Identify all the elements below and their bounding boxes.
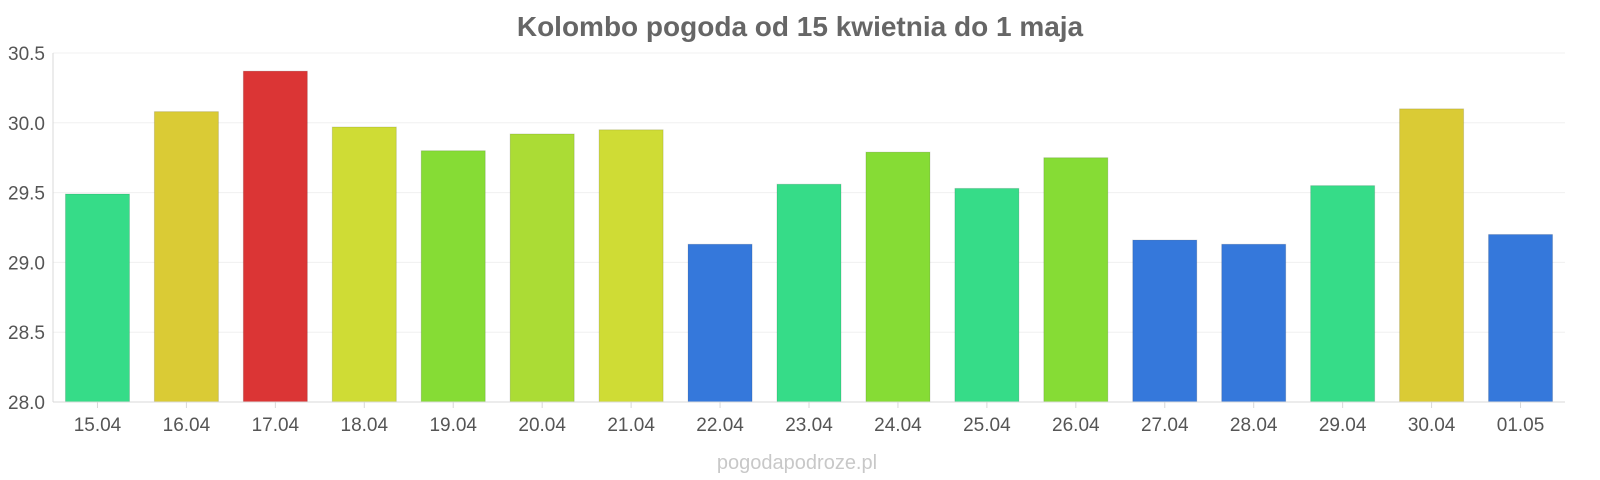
bar-30.04 [1399, 108, 1465, 403]
x-tick-label: 18.04 [341, 415, 389, 436]
bar-19.04 [420, 150, 486, 403]
x-tick-label: 28.04 [1230, 415, 1278, 436]
bar-24.04 [865, 151, 931, 403]
y-tick-label: 30.5 [8, 44, 45, 65]
x-tick-label: 29.04 [1319, 415, 1367, 436]
x-tick-label: 21.04 [607, 415, 655, 436]
x-tick-label: 22.04 [696, 415, 744, 436]
x-tick-label: 15.04 [74, 415, 122, 436]
x-tick-label: 20.04 [518, 415, 566, 436]
bar-29.04 [1310, 185, 1376, 403]
x-tick-label: 16.04 [163, 415, 211, 436]
x-tick-label: 19.04 [429, 415, 477, 436]
bar-16.04 [153, 111, 219, 403]
y-tick-label: 28.0 [8, 393, 45, 414]
bar-01.05 [1488, 233, 1554, 403]
x-tick-label: 26.04 [1052, 415, 1100, 436]
bar-17.04 [242, 70, 308, 403]
chart-title: Kolombo pogoda od 15 kwietnia do 1 maja [517, 11, 1084, 42]
bar-25.04 [954, 187, 1020, 403]
x-tick-label: 25.04 [963, 415, 1011, 436]
x-axis: 15.04 16.04 17.04 18.04 19.04 20.04 21.04 22.04… [53, 401, 1565, 436]
bar-18.04 [331, 126, 397, 403]
y-tick-label: 29.0 [8, 253, 45, 274]
bar-21.04 [598, 129, 664, 403]
x-tick-label: 01.05 [1497, 415, 1545, 436]
bar-20.04 [509, 133, 575, 403]
x-tick-label: 17.04 [252, 415, 300, 436]
bar-23.04 [776, 183, 842, 403]
y-axis: 28.0 28.5 29.0 29.5 30.0 30.5 [8, 44, 54, 414]
x-tick-label: 23.04 [785, 415, 833, 436]
bar-28.04 [1221, 243, 1287, 403]
bars [64, 70, 1554, 403]
bar-27.04 [1132, 239, 1198, 403]
y-tick-label: 28.5 [8, 323, 45, 344]
x-tick-label: 24.04 [874, 415, 922, 436]
x-tick-label: 27.04 [1141, 415, 1189, 436]
watermark: pogodapodroze.pl [717, 452, 877, 474]
bar-15.04 [64, 193, 130, 403]
y-tick-label: 29.5 [8, 184, 45, 205]
bar-22.04 [687, 243, 753, 403]
x-tick-label: 30.04 [1408, 415, 1456, 436]
y-tick-label: 30.0 [8, 114, 45, 135]
bar-26.04 [1043, 157, 1109, 403]
